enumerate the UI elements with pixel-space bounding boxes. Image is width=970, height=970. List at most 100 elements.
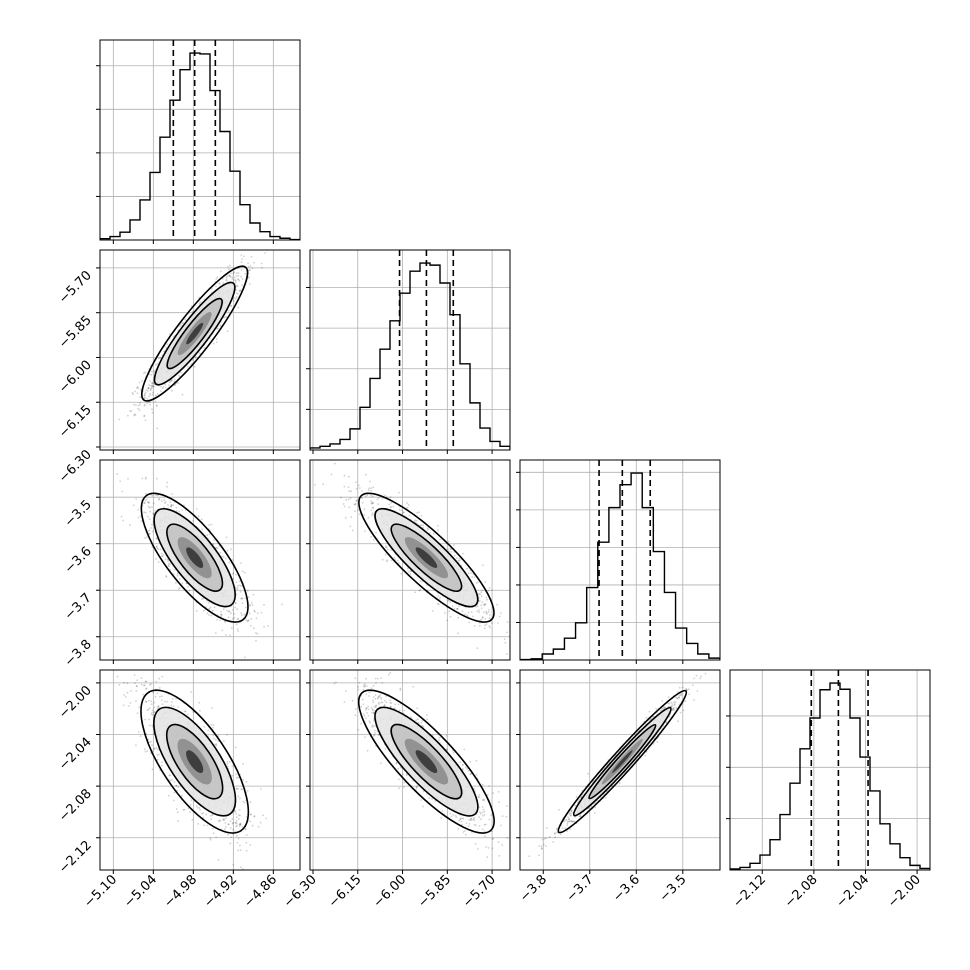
scatter-point	[147, 501, 150, 503]
scatter-point	[224, 826, 227, 828]
scatter-point	[146, 398, 149, 400]
scatter-point	[376, 498, 379, 501]
scatter-point	[203, 824, 205, 827]
scatter-point	[255, 639, 257, 642]
scatter-point	[418, 511, 420, 514]
scatter-point	[155, 545, 158, 547]
scatter-point	[149, 389, 152, 392]
scatter-point	[149, 683, 151, 686]
scatter-point	[234, 830, 237, 833]
scatter-point	[361, 497, 363, 499]
scatter-point	[256, 612, 259, 615]
scatter-point	[431, 610, 434, 612]
scatter-point	[162, 386, 165, 388]
scatter-point	[385, 545, 387, 547]
scatter-point	[178, 586, 181, 589]
scatter-point	[225, 276, 228, 279]
scatter-point	[172, 335, 175, 338]
scatter-point	[364, 495, 367, 498]
scatter-point	[166, 558, 169, 561]
scatter-point	[506, 631, 508, 634]
scatter-point	[249, 820, 252, 823]
scatter-point	[158, 497, 161, 500]
scatter-point	[231, 774, 234, 777]
scatter-point	[144, 396, 147, 399]
scatter-point	[214, 743, 217, 746]
scatter-point	[225, 634, 227, 636]
scatter-point	[470, 611, 473, 613]
scatter-point	[432, 532, 435, 535]
scatter-point	[396, 559, 399, 562]
scatter-point	[153, 370, 156, 373]
scatter-point	[140, 520, 143, 522]
scatter-point	[422, 524, 425, 527]
scatter-point	[367, 489, 370, 492]
scatter-point	[199, 710, 201, 712]
scatter-point	[241, 868, 244, 870]
scatter-point	[458, 559, 461, 562]
scatter-point	[235, 581, 238, 584]
scatter-point	[166, 343, 169, 346]
scatter-point	[229, 264, 231, 267]
scatter-point	[256, 632, 259, 635]
scatter-point	[195, 508, 198, 510]
scatter-point	[248, 269, 250, 271]
scatter-point	[255, 632, 257, 634]
scatter-point	[457, 632, 459, 635]
scatter-point	[447, 540, 450, 543]
scatter-point	[251, 604, 254, 606]
scatter-point	[230, 627, 233, 630]
scatter-point	[248, 612, 251, 615]
scatter-point	[355, 487, 358, 490]
scatter-point	[235, 275, 238, 277]
scatter-point	[230, 612, 232, 615]
scatter-point	[235, 822, 238, 825]
scatter-point	[364, 530, 366, 533]
scatter-point	[157, 548, 160, 551]
scatter-point	[370, 494, 372, 497]
scatter-point	[238, 825, 241, 828]
scatter-point	[361, 490, 363, 492]
scatter-point	[232, 863, 235, 866]
scatter-point	[349, 497, 352, 500]
scatter-point	[144, 392, 146, 395]
scatter-point	[193, 365, 196, 368]
scatter-point	[340, 496, 342, 499]
scatter-point	[227, 616, 230, 619]
scatter-point	[228, 268, 230, 270]
scatter-point	[219, 325, 222, 327]
scatter-point	[246, 247, 248, 249]
scatter-point	[389, 506, 392, 509]
scatter-point	[466, 614, 468, 617]
scatter-point	[198, 302, 201, 305]
scatter-point	[96, 442, 98, 444]
scatter-point	[224, 620, 226, 623]
scatter-point	[245, 780, 248, 783]
scatter-point	[384, 494, 387, 497]
scatter-point	[240, 261, 243, 263]
scatter-point	[421, 580, 424, 583]
scatter-point	[196, 806, 199, 809]
scatter-point	[170, 505, 172, 507]
panel-frame	[519, 459, 721, 661]
scatter-point	[170, 504, 173, 507]
scatter-point	[136, 712, 139, 715]
scatter-point	[178, 578, 181, 580]
scatter-point	[169, 501, 172, 503]
scatter-point	[228, 275, 231, 277]
scatter-point	[157, 561, 160, 564]
scatter-point	[400, 509, 403, 512]
scatter-point	[343, 485, 346, 488]
scatter-point	[203, 347, 206, 349]
scatter-point	[481, 616, 484, 619]
scatter-point	[123, 694, 126, 696]
scatter-point	[232, 821, 234, 824]
scatter-point	[143, 502, 145, 504]
scatter-point	[216, 618, 219, 621]
scatter-point	[393, 556, 396, 559]
scatter-point	[233, 279, 235, 281]
scatter-point	[439, 596, 441, 599]
scatter-point	[398, 491, 400, 494]
scatter-point	[236, 618, 239, 621]
scatter-point	[233, 616, 236, 619]
